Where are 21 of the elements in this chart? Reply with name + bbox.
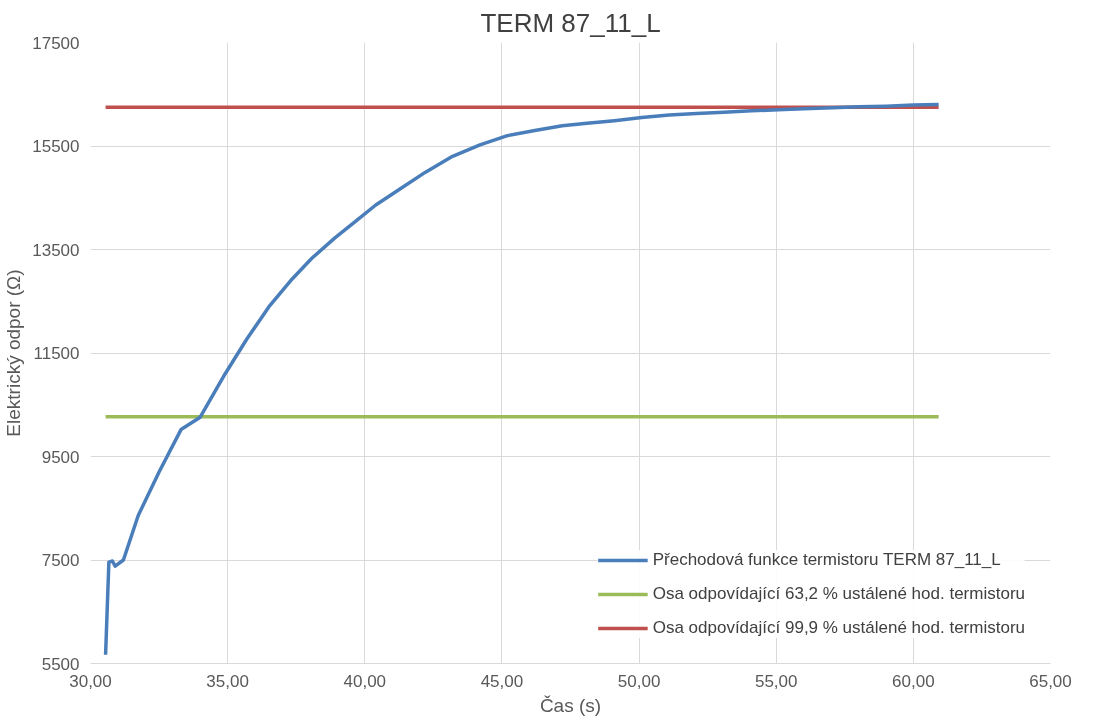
x-tick-label: 65,00	[1029, 671, 1072, 691]
y-tick-label: 9500	[41, 447, 80, 467]
x-tick-label: 35,00	[206, 671, 249, 691]
x-tick-label: 55,00	[754, 671, 798, 691]
y-tick-label: 11500	[33, 344, 80, 363]
x-tick-label: 50,00	[617, 671, 661, 691]
y-tick-label: 13500	[32, 240, 80, 260]
y-tick-label: 7500	[41, 551, 80, 570]
legend-label: Osa odpovídající 99,9 % ustálené hod. termistoru	[652, 618, 1025, 638]
y-tick-label: 5500	[41, 654, 80, 674]
legend-label: Přechodová funkce termistoru TERM 87_11_L	[652, 550, 1001, 570]
x-tick-label: 40,00	[343, 671, 387, 691]
chart-title: TERM 87_11_L	[480, 7, 661, 38]
x-tick-label: 30,00	[69, 671, 112, 691]
legend-label: Osa odpovídající 63,2 % ustálené hod. termistoru	[652, 584, 1025, 604]
y-tick-label: 15500	[32, 137, 80, 156]
x-tick-label: 60,00	[892, 671, 935, 691]
y-tick-label: 17500	[32, 33, 80, 53]
x-tick-label: 45,00	[480, 671, 524, 691]
x-axis-title: Čas (s)	[539, 694, 602, 716]
y-axis-title: Elektrický odpor (Ω)	[3, 269, 25, 437]
